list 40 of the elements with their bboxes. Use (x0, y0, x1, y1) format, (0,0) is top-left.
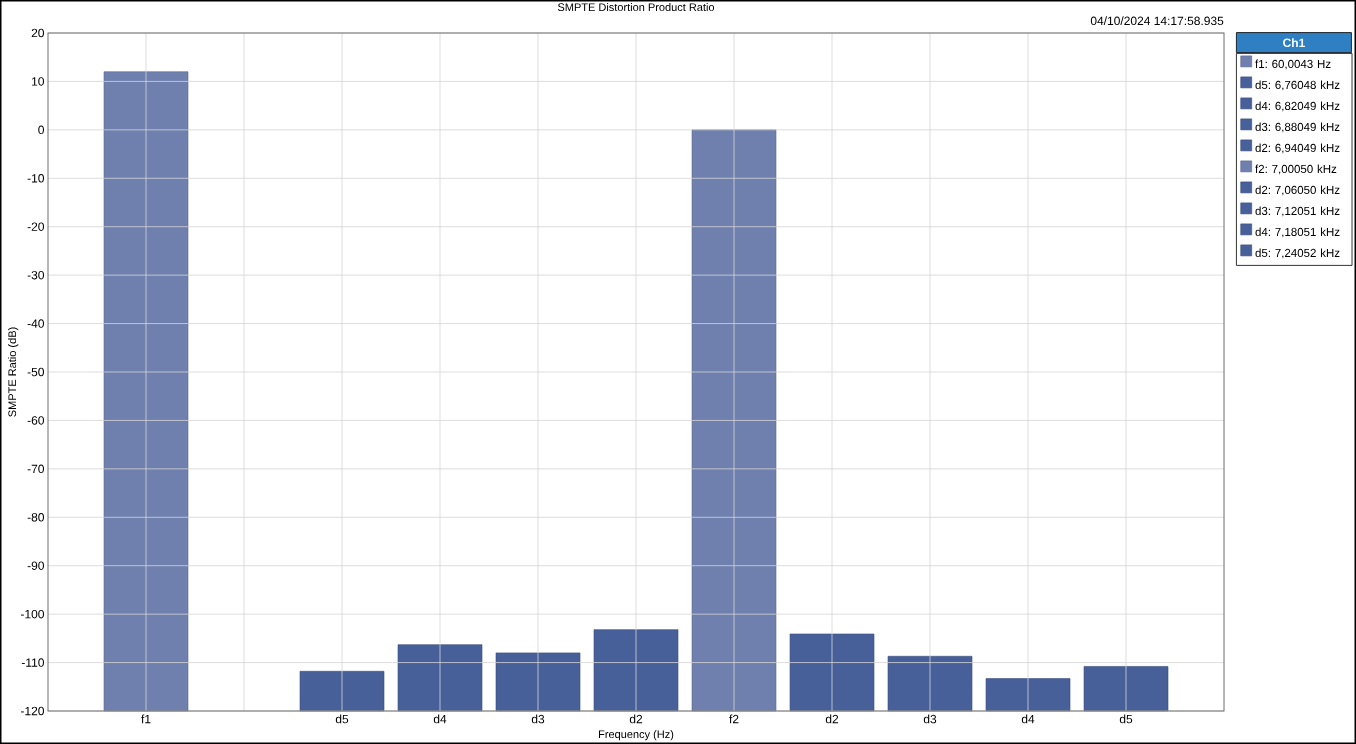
legend-label: d2: 7,06050 kHz (1255, 185, 1340, 196)
y-tick-label: -50 (27, 367, 44, 377)
legend-title: Ch1 (1283, 38, 1305, 47)
y-tick-label: 0 (38, 125, 45, 135)
y-axis-title: SMPTE Ratio (dB) (8, 327, 19, 417)
x-tick-label: d2 (825, 714, 839, 724)
x-tick-label: f2 (729, 714, 739, 724)
y-tick-label: -90 (27, 561, 44, 570)
x-tick-label: d4 (433, 714, 447, 724)
x-tick-label: d4 (1021, 714, 1035, 724)
x-tick-label: d5 (1119, 714, 1133, 724)
y-tick-label: -40 (27, 319, 44, 328)
legend-label: f1: 60,0043 Hz (1255, 59, 1331, 70)
legend-label: d3: 6,88049 kHz (1255, 122, 1340, 133)
x-axis-title: Frequency (Hz) (599, 730, 674, 741)
x-tick-label: d2 (629, 714, 643, 724)
y-tick-label: -100 (20, 609, 44, 619)
legend-label: d3: 7,12051 kHz (1255, 206, 1340, 217)
legend-label: f2: 7,00050 kHz (1255, 164, 1337, 175)
legend-label: d5: 7,24052 kHz (1255, 248, 1340, 259)
x-tick-label: f1 (141, 714, 151, 724)
y-tick-label: 20 (31, 28, 44, 38)
legend-label: d2: 6,94049 kHz (1255, 143, 1340, 154)
x-tick-label: d3 (923, 714, 937, 724)
y-tick-label: -60 (27, 416, 44, 425)
y-tick-label: -110 (21, 658, 44, 667)
chart-title: SMPTE Distortion Product Ratio (557, 3, 715, 12)
y-tick-label: -120 (20, 706, 44, 716)
x-tick-label: d5 (335, 714, 349, 724)
y-tick-label: -80 (27, 513, 44, 522)
x-tick-label: d3 (531, 714, 545, 724)
y-tick-label: -30 (27, 270, 44, 280)
y-tick-label: -20 (27, 222, 44, 231)
legend-label: d5: 6,76048 kHz (1255, 80, 1340, 91)
y-tick-label: 10 (32, 77, 44, 86)
legend-label: d4: 6,82049 kHz (1255, 101, 1340, 112)
y-tick-label: -10 (27, 174, 44, 183)
y-tick-label: -70 (27, 464, 44, 474)
legend-label: d4: 7,18051 kHz (1255, 227, 1340, 238)
text: 04/10/2024 14:17:58.935 (1090, 16, 1224, 26)
